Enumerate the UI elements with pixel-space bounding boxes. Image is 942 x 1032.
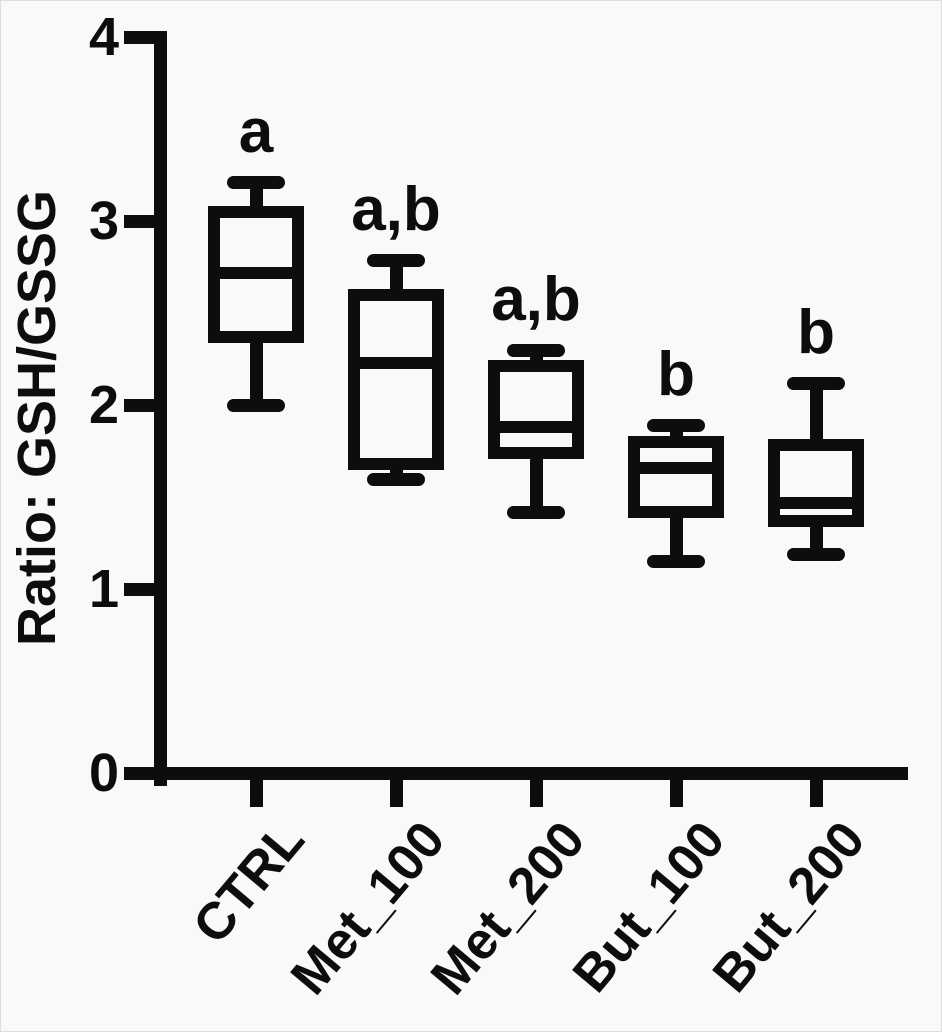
whisker-stem-bottom-But_100 bbox=[670, 507, 683, 562]
whisker-cap-top-But_200 bbox=[787, 376, 845, 390]
y-tick bbox=[124, 215, 156, 228]
y-tick-label: 2 bbox=[88, 375, 119, 435]
box-Met_100 bbox=[348, 288, 444, 470]
y-tick-label: 0 bbox=[88, 743, 119, 803]
whisker-stem-top-But_200 bbox=[810, 382, 823, 450]
whisker-cap-bottom-Met_200 bbox=[507, 505, 565, 519]
whisker-stem-bottom-CTRL bbox=[250, 332, 263, 405]
whisker-stem-bottom-Met_200 bbox=[530, 448, 543, 512]
sig-label-But_200: b bbox=[797, 297, 835, 367]
whisker-cap-top-Met_100 bbox=[367, 253, 425, 267]
sig-label-Met_200: a,b bbox=[491, 264, 581, 334]
whisker-cap-bottom-But_200 bbox=[787, 548, 845, 562]
x-tick bbox=[250, 780, 263, 807]
box-Met_200 bbox=[488, 360, 584, 459]
x-axis-line bbox=[124, 767, 908, 780]
y-tick bbox=[124, 399, 156, 412]
median-Met_100 bbox=[348, 356, 444, 369]
box-But_200 bbox=[768, 439, 864, 527]
box-But_100 bbox=[628, 435, 724, 518]
y-axis-line bbox=[154, 31, 167, 786]
x-tick bbox=[810, 780, 823, 807]
whisker-cap-bottom-CTRL bbox=[227, 399, 285, 412]
y-tick bbox=[124, 583, 156, 596]
whisker-cap-bottom-Met_100 bbox=[367, 472, 425, 486]
x-tick-label-But_100: But_100 bbox=[561, 811, 737, 1004]
y-tick-label: 1 bbox=[88, 559, 119, 619]
whisker-cap-top-CTRL bbox=[227, 176, 285, 190]
x-tick-label-But_200: But_200 bbox=[701, 811, 877, 1004]
sig-label-But_100: b bbox=[657, 340, 695, 410]
box-CTRL bbox=[208, 205, 304, 343]
sig-label-CTRL: a bbox=[238, 97, 274, 167]
x-tick-label-CTRL: CTRL bbox=[182, 811, 317, 955]
whisker-cap-top-But_100 bbox=[647, 419, 705, 433]
median-Met_200 bbox=[488, 421, 584, 434]
y-tick-label: 4 bbox=[88, 7, 119, 67]
sig-label-Met_100: a,b bbox=[351, 174, 441, 244]
median-But_100 bbox=[628, 461, 724, 474]
whisker-cap-bottom-But_100 bbox=[647, 555, 705, 569]
y-tick bbox=[124, 31, 156, 44]
x-tick bbox=[670, 780, 683, 807]
x-tick bbox=[390, 780, 403, 807]
y-tick-label: 3 bbox=[88, 191, 119, 251]
median-CTRL bbox=[208, 266, 304, 279]
whisker-cap-top-Met_200 bbox=[507, 343, 565, 357]
x-tick bbox=[530, 780, 543, 807]
median-But_200 bbox=[768, 496, 864, 509]
